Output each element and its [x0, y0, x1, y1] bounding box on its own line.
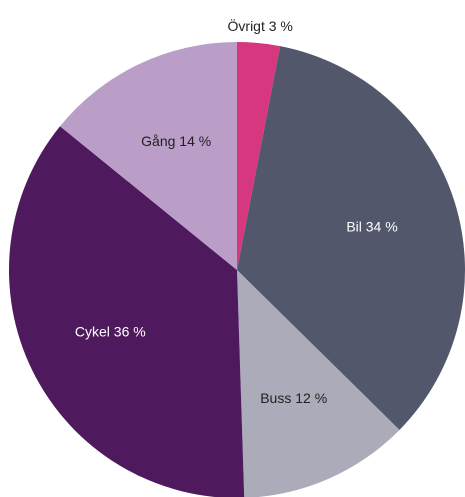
pie-slices [9, 42, 465, 497]
pie-slice-cykel [9, 126, 245, 497]
pie-slice-buss [237, 270, 400, 497]
pie-label-buss: Buss 12 % [260, 390, 327, 406]
pie-labels: Övrigt 3 % Bil 34 % Buss 12 % Cykel 36 % Gån… [75, 17, 398, 406]
pie-label-gang: Gång 14 % [141, 133, 211, 149]
pie-slice-ovrigt [237, 42, 281, 270]
pie-label-bil: Bil 34 % [346, 219, 397, 235]
pie-label-ovrigt: Övrigt 3 % [228, 17, 293, 34]
pie-label-cykel: Cykel 36 % [75, 324, 146, 340]
pie-slice-gang [60, 42, 237, 270]
pie-slice-bil [237, 46, 465, 430]
